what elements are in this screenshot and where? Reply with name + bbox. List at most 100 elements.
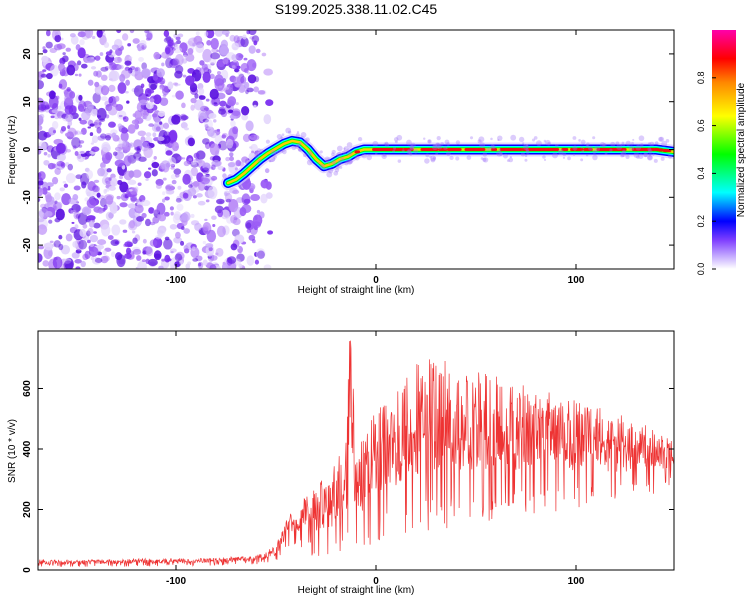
noise-speckle (103, 42, 110, 48)
noise-speckle (222, 225, 230, 236)
noise-speckle (202, 240, 207, 245)
noise-speckle (114, 95, 120, 102)
noise-speckle (125, 247, 132, 255)
noise-speckle (205, 98, 210, 102)
noise-speckle (134, 67, 139, 72)
noise-speckle (117, 180, 123, 186)
noise-speckle (73, 185, 81, 191)
noise-speckle (110, 129, 118, 135)
noise-speckle (100, 66, 109, 72)
noise-speckle (110, 239, 120, 246)
noise-speckle (213, 102, 218, 105)
signal-track-ripple (620, 153, 625, 158)
noise-speckle (127, 43, 132, 47)
signal-track-ripple (477, 139, 482, 144)
noise-speckle (230, 214, 238, 224)
noise-speckle (108, 84, 116, 93)
noise-speckle (249, 185, 255, 191)
signal-track-ripple (572, 153, 576, 156)
noise-speckle (182, 157, 186, 160)
noise-speckle (190, 97, 197, 104)
noise-speckle (187, 187, 197, 197)
noise-speckle (192, 258, 199, 262)
noise-speckle (78, 73, 82, 77)
noise-speckle (91, 146, 100, 152)
signal-track-ripple (331, 149, 336, 155)
signal-track-ripple (381, 153, 387, 159)
noise-speckle (72, 194, 79, 201)
noise-speckle (234, 167, 238, 171)
signal-track-ripple (344, 161, 349, 166)
signal-track-ripple (397, 159, 402, 163)
noise-speckle (231, 54, 238, 61)
noise-speckle (100, 96, 108, 101)
noise-speckle (74, 224, 79, 230)
noise-speckle (87, 103, 94, 111)
noise-speckle (141, 45, 145, 50)
noise-speckle (208, 113, 217, 119)
noise-speckle (161, 62, 165, 67)
signal-track-ripple (479, 142, 486, 149)
noise-speckle (122, 33, 129, 41)
noise-speckle (145, 132, 152, 137)
noise-speckle (95, 89, 103, 95)
noise-speckle (260, 179, 269, 189)
noise-speckle (100, 74, 108, 81)
noise-speckle (42, 46, 46, 50)
noise-speckle (121, 140, 129, 148)
noise-speckle (115, 252, 123, 261)
noise-speckle (145, 246, 154, 257)
noise-speckle (255, 248, 266, 260)
noise-speckle (152, 209, 160, 214)
noise-speckle (131, 230, 136, 234)
signal-track-ripple (602, 143, 607, 148)
noise-speckle (84, 250, 91, 260)
signal-track-ripple (393, 137, 399, 142)
noise-speckle (267, 230, 274, 235)
signal-track-ripple (335, 165, 340, 170)
noise-speckle (219, 45, 230, 56)
noise-speckle (198, 262, 202, 267)
noise-speckle (54, 192, 61, 201)
noise-speckle (141, 68, 151, 78)
noise-speckle (233, 76, 243, 88)
signal-track-ripple (305, 137, 310, 142)
noise-speckle (207, 185, 218, 200)
noise-speckle (45, 194, 53, 203)
noise-speckle (77, 47, 86, 59)
noise-speckle (91, 135, 99, 144)
noise-speckle (93, 231, 97, 234)
noise-speckle (108, 96, 117, 106)
noise-speckle (110, 62, 117, 71)
noise-speckle (71, 252, 80, 259)
snr-y-tick-label: 600 (22, 380, 33, 397)
noise-speckle (119, 219, 127, 225)
noise-speckle (127, 243, 132, 247)
signal-track-ripple (288, 130, 292, 134)
signal-track-ripple (643, 153, 648, 158)
signal-track-ripple (339, 166, 343, 169)
noise-speckle (241, 105, 250, 116)
signal-track-ripple (635, 144, 642, 151)
noise-speckle (67, 163, 73, 171)
noise-speckle (174, 82, 179, 87)
noise-speckle (159, 97, 169, 106)
noise-speckle (38, 224, 48, 235)
signal-track-ripple (640, 143, 644, 147)
signal-track-ripple (303, 153, 307, 158)
noise-speckle (240, 36, 249, 48)
noise-speckle (38, 115, 44, 126)
signal-track-ripple (469, 136, 474, 140)
noise-speckle (149, 221, 156, 226)
noise-speckle (142, 238, 147, 244)
signal-track-ripple (270, 149, 277, 156)
signal-track-ripple (326, 171, 333, 178)
signal-track-ripple (522, 144, 529, 150)
noise-speckle (241, 113, 249, 121)
noise-speckle (157, 110, 166, 117)
signal-track-ripple (430, 157, 436, 163)
noise-speckle (61, 193, 72, 206)
signal-track-ripple (446, 151, 451, 157)
signal-track-ripple (646, 154, 653, 161)
noise-speckle (53, 240, 61, 248)
